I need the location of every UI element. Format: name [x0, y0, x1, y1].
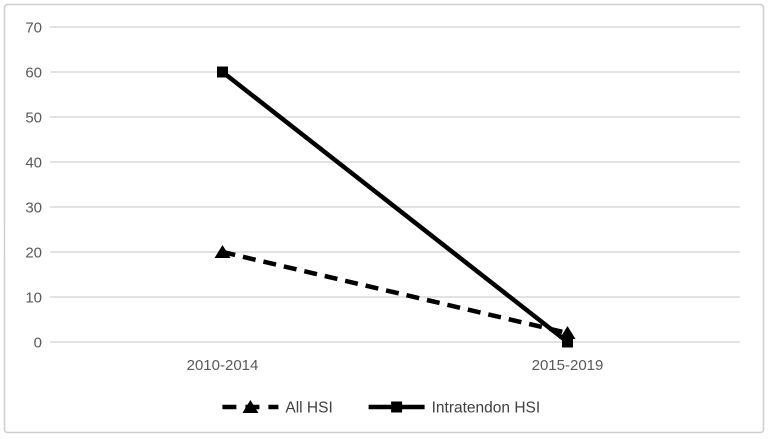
y-tick-label: 60 [25, 65, 42, 82]
y-tick-label: 10 [25, 290, 42, 307]
legend-label-all-hsi: All HSI [285, 400, 332, 417]
series-marker-intratendon-hsi [562, 336, 573, 348]
y-tick-label: 0 [34, 335, 42, 352]
x-tick-label: 2015-2019 [532, 357, 604, 374]
legend-marker-all-hsi [242, 400, 259, 413]
series-marker-all-hsi [559, 326, 576, 339]
y-tick-label: 30 [25, 200, 42, 217]
y-tick-label: 40 [25, 155, 42, 172]
x-tick-label: 2010-2014 [187, 357, 259, 374]
legend-marker-intratendon-hsi [391, 401, 403, 413]
y-tick-label: 20 [25, 245, 42, 262]
legend-label-intratendon-hsi: Intratendon HSI [432, 400, 541, 417]
series-marker-all-hsi [214, 245, 231, 258]
series-marker-intratendon-hsi [217, 66, 228, 78]
y-tick-label: 50 [25, 110, 42, 127]
y-tick-label: 70 [25, 20, 42, 37]
chart-frame-border [3, 3, 765, 434]
series-line-intratendon-hsi [221, 70, 569, 344]
series-line-all-hsi [221, 249, 569, 336]
